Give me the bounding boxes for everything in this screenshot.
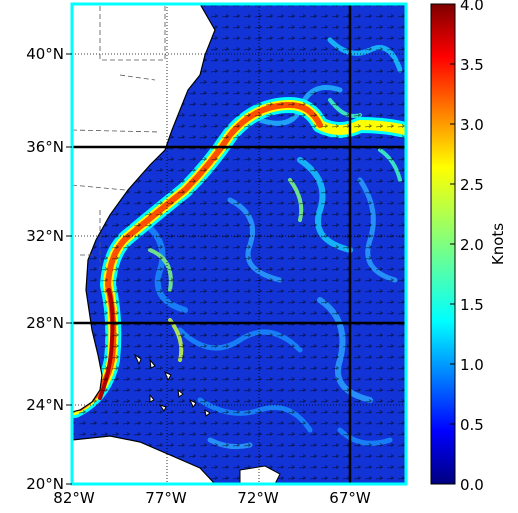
- bahamas-islands: [133, 353, 211, 417]
- land-north-america: [72, 4, 216, 413]
- lat-label-32: 32°N: [26, 227, 64, 245]
- lon-label-67: 67°W: [329, 489, 371, 507]
- colorbar: 4.0 3.5 3.0 2.5 2.0 1.5 1.0 0.5 0.0 Knot…: [430, 0, 507, 494]
- land-hispaniola: [239, 465, 281, 484]
- lon-label-72: 72°W: [237, 489, 279, 507]
- lat-label-24: 24°N: [26, 396, 64, 414]
- colorbar-tick-4-0: 4.0: [460, 0, 484, 14]
- colorbar-tick-1-0: 1.0: [460, 356, 484, 374]
- lat-label-20: 20°N: [26, 475, 64, 493]
- graticule: [72, 4, 406, 484]
- colorbar-tick-3-5: 3.5: [460, 56, 484, 74]
- lat-label-40: 40°N: [26, 45, 64, 63]
- axis-ticks: [66, 53, 72, 485]
- lon-label-77: 77°W: [145, 489, 187, 507]
- colorbar-ticks: [450, 3, 455, 485]
- map-area: [72, 4, 406, 484]
- colorbar-tick-2-0: 2.0: [460, 236, 484, 254]
- colorbar-tick-0-5: 0.5: [460, 416, 484, 434]
- land-cuba: [72, 435, 216, 484]
- colorbar-tick-2-5: 2.5: [460, 176, 484, 194]
- colorbar-tick-3-0: 3.0: [460, 116, 484, 134]
- colorbar-tick-0-0: 0.0: [460, 476, 484, 494]
- colorbar-title: Knots: [489, 223, 507, 265]
- lat-label-28: 28°N: [26, 314, 64, 332]
- map-frame: [70, 2, 408, 486]
- lat-label-36: 36°N: [26, 138, 64, 156]
- state-borders: [72, 6, 166, 270]
- lon-label-82: 82°W: [53, 489, 95, 507]
- colorbar-tick-1-5: 1.5: [460, 296, 484, 314]
